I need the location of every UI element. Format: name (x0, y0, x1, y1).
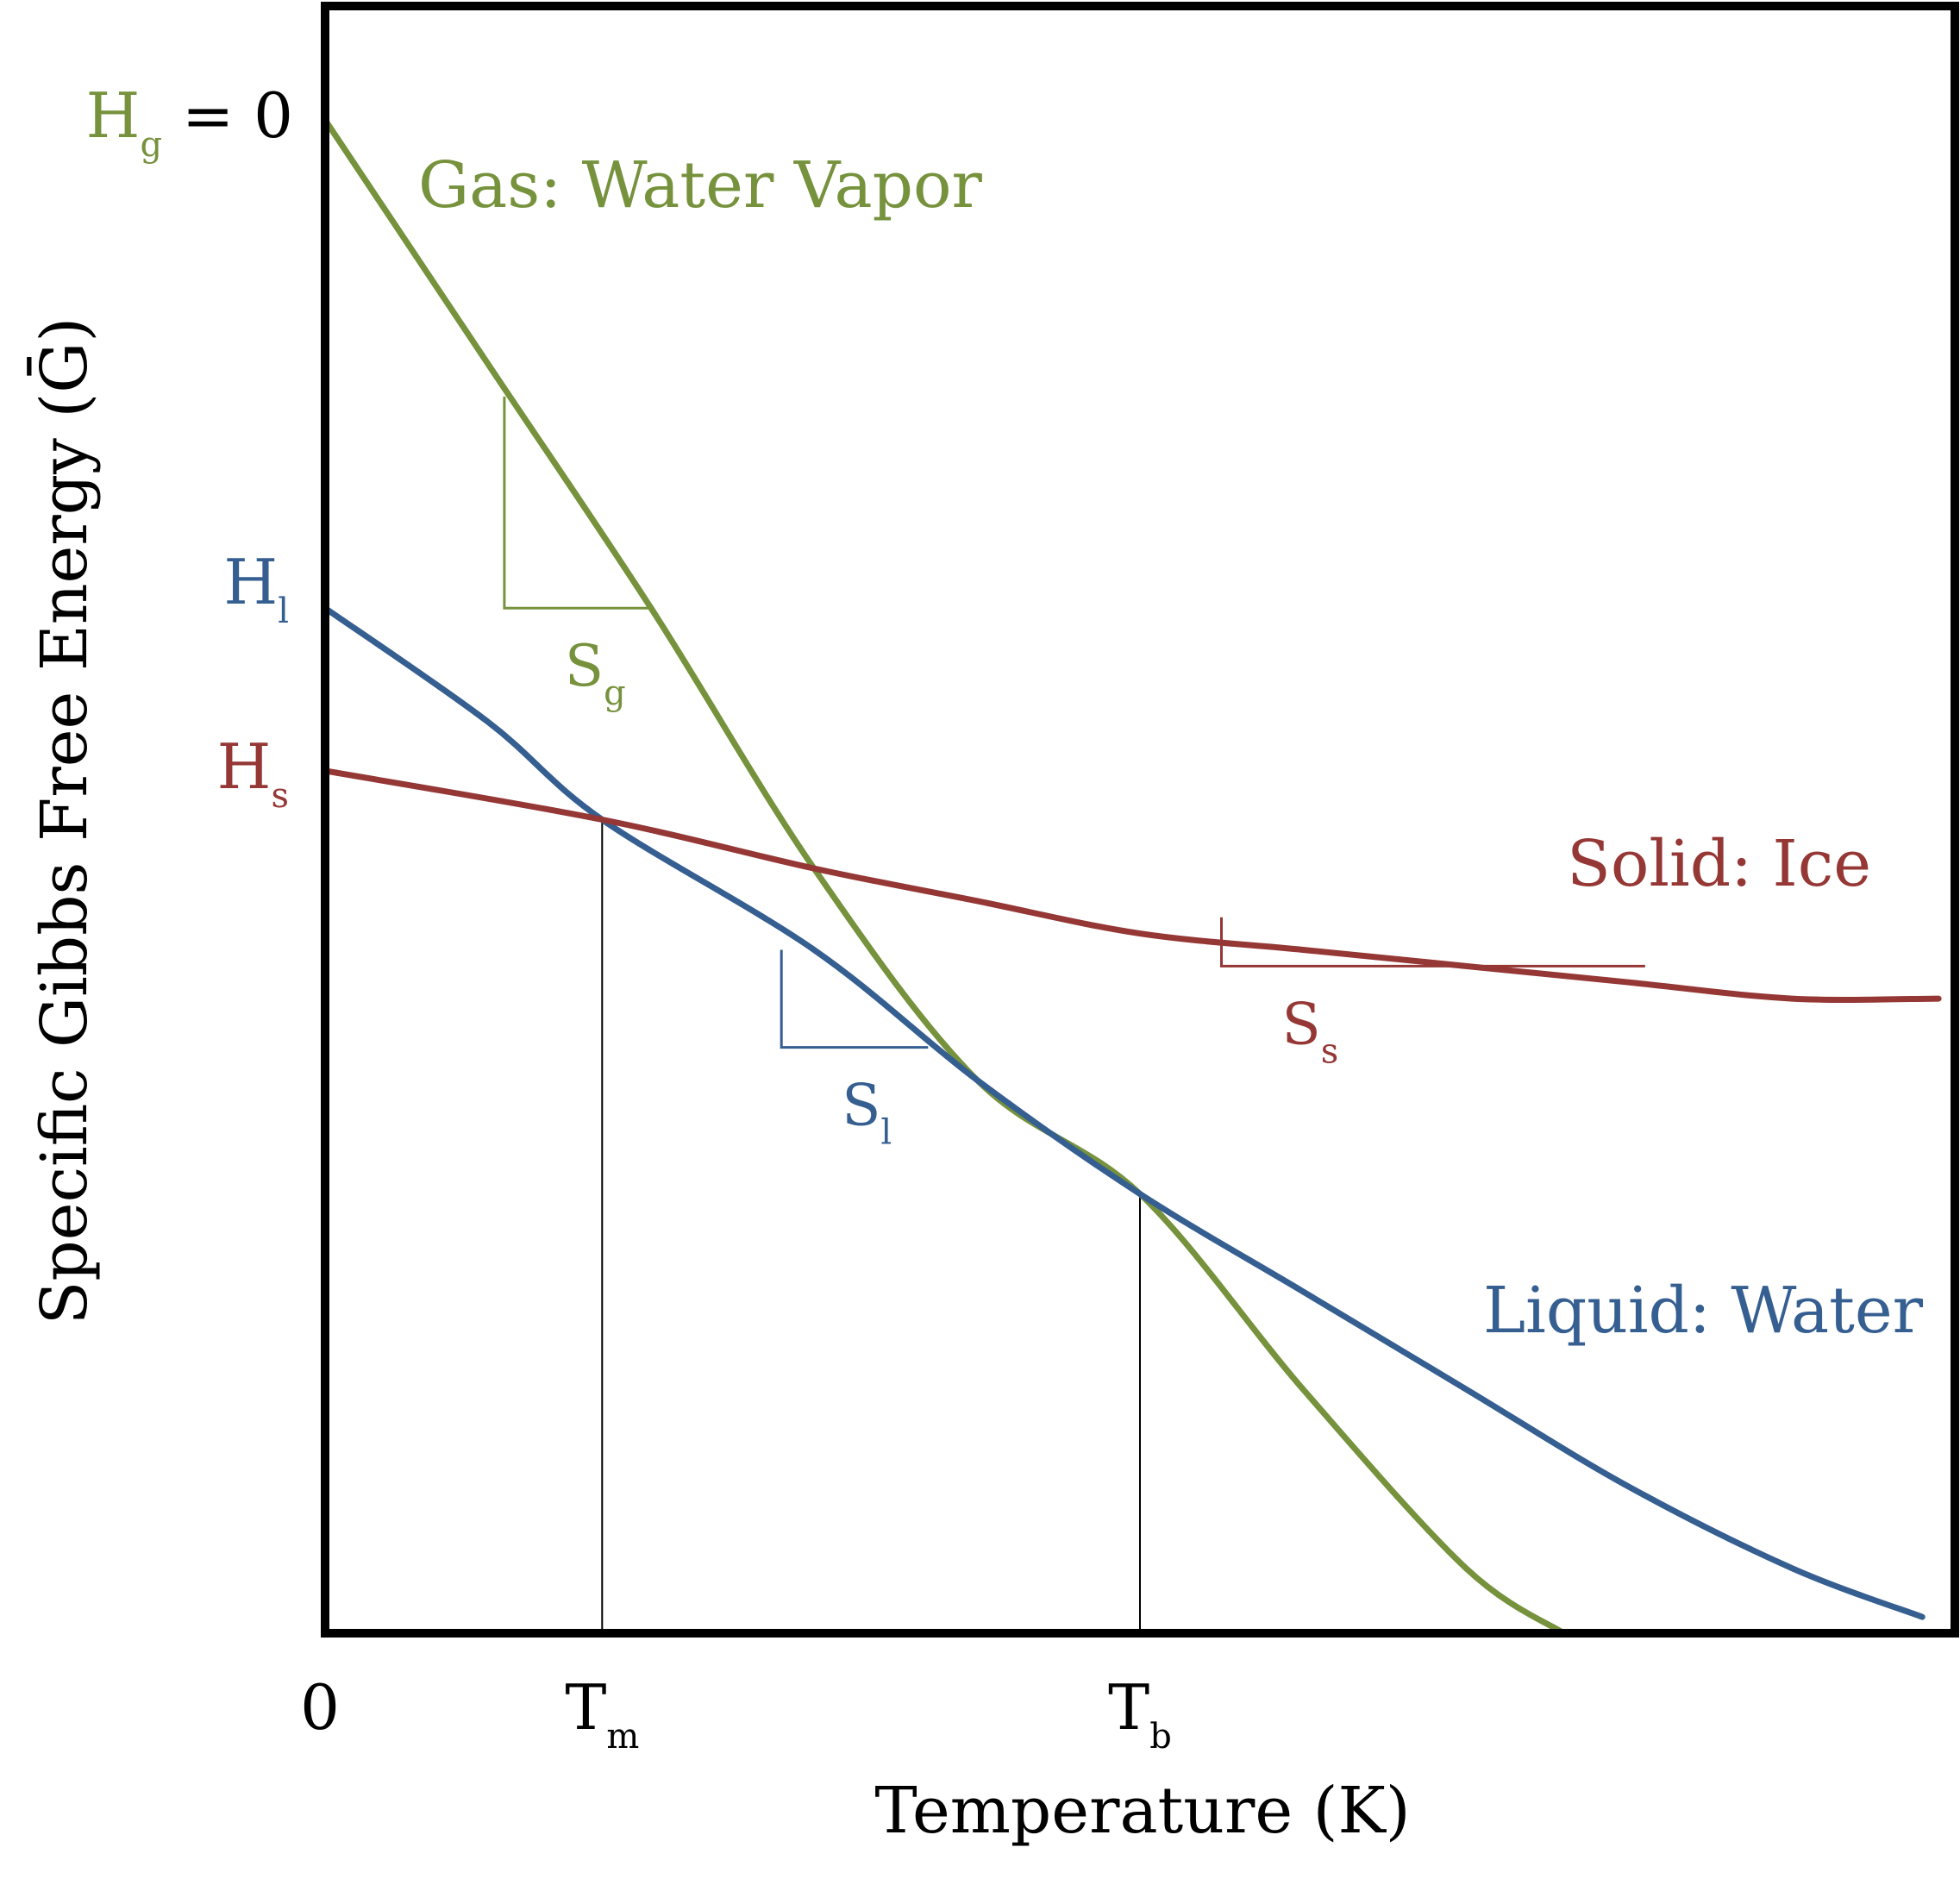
guide-lines-layer (601, 819, 1141, 1633)
x-axis-title: Temperature (K) (874, 1774, 1410, 1848)
y-label-hl: Hl (223, 546, 289, 631)
series-lines-layer (322, 116, 1942, 1637)
slope-markers-layer: Sg Sl Ss (503, 396, 1645, 1153)
series-label-liquid: Liquid: Water (1483, 1274, 1924, 1348)
slope-marker-sg (503, 396, 651, 610)
slope-label-ss: Ss (1282, 991, 1339, 1071)
series-label-solid: Solid: Ice (1567, 827, 1871, 901)
series-labels-layer: Gas: Water Vapor Liquid: Water Solid: Ice (418, 148, 1924, 1348)
series-label-gas: Gas: Water Vapor (418, 148, 983, 222)
y-label-hs: Hs (217, 730, 289, 816)
x-axis-tick-labels: 0 Tm Tb (300, 1671, 1172, 1757)
slope-label-sg: Sg (565, 633, 626, 713)
series-line-liquid (322, 604, 1926, 1620)
x-tick-label-zero: 0 (300, 1671, 340, 1744)
y-axis-intercept-labels: Hg = 0 Hl Hs (86, 79, 293, 816)
x-tick-label-tb: Tb (1108, 1671, 1172, 1757)
y-label-hg: Hg = 0 (86, 79, 293, 165)
series-line-gas (322, 116, 1567, 1637)
slope-marker-ss (1220, 917, 1645, 968)
slope-marker-sl (780, 949, 929, 1049)
series-line-solid (322, 767, 1942, 1003)
plot-frame (321, 2, 1959, 1638)
slope-label-sl: Sl (842, 1073, 892, 1153)
x-tick-label-tm: Tm (565, 1671, 639, 1757)
y-axis-title: Specific Gibbs Free Energy (Ḡ) (26, 317, 102, 1325)
